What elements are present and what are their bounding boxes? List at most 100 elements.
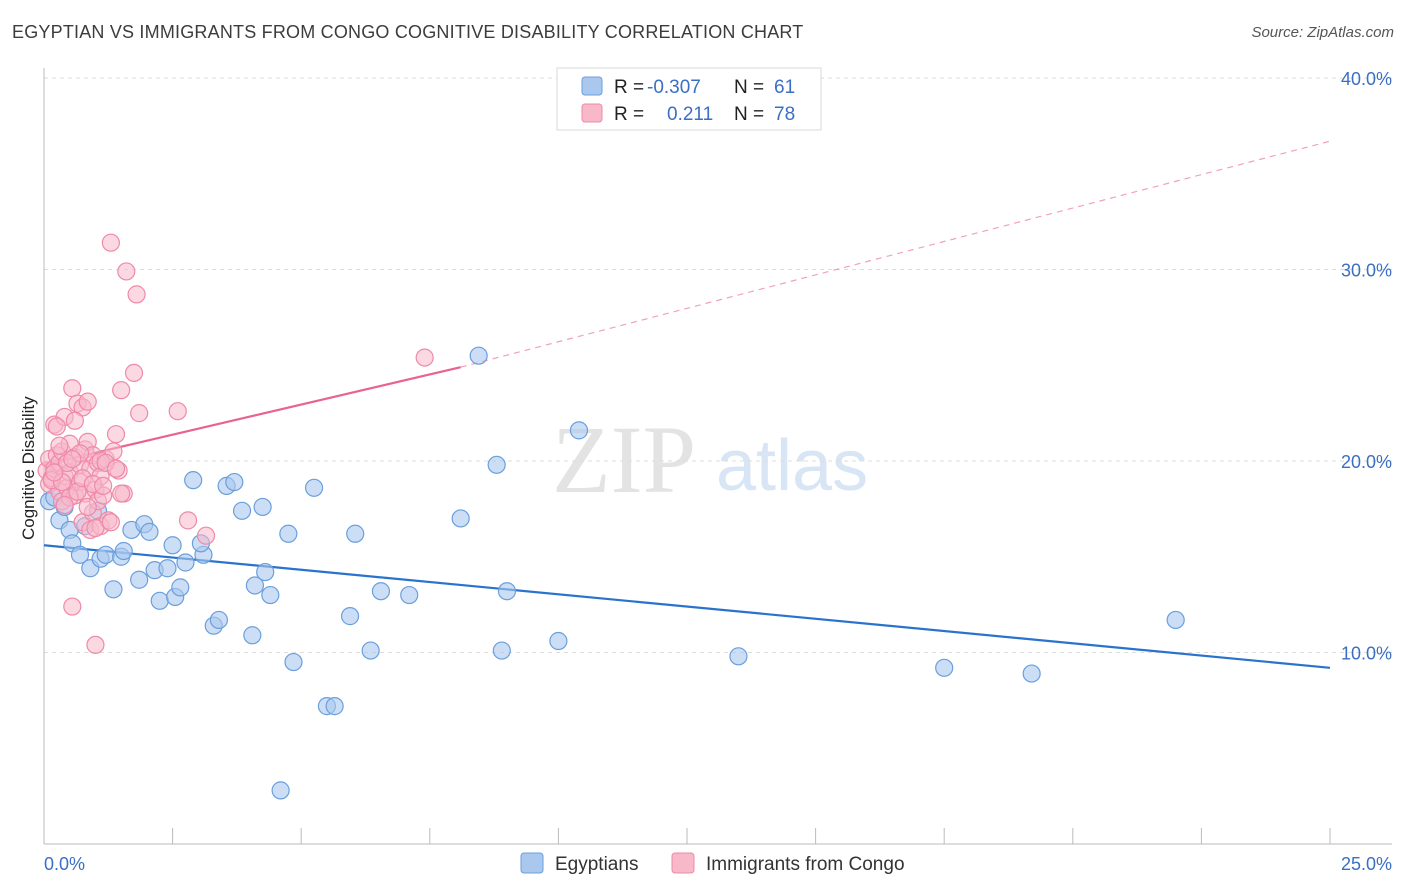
data-point-egyptian (279, 524, 298, 543)
legend-box: R = -0.307 N = 61 R = 0.211 N = 78 (556, 67, 822, 131)
legend-n-label: N = (734, 104, 764, 125)
data-point-egyptian (497, 582, 517, 601)
data-point-congo (55, 495, 74, 515)
data-point-egyptian (171, 578, 190, 597)
data-point-egyptian (261, 585, 280, 605)
bottom-legend-label-egyptians: Egyptians (555, 854, 638, 875)
data-point-egyptian (1166, 610, 1185, 630)
data-point-congo (112, 484, 131, 503)
data-point-egyptian (232, 501, 252, 520)
data-point-egyptian (140, 522, 159, 541)
data-point-congo (415, 348, 434, 367)
data-point-egyptian (346, 524, 365, 543)
data-point-egyptian (256, 562, 275, 582)
data-point-congo (78, 497, 97, 517)
x-tick-label: 0.0% (44, 854, 85, 874)
data-point-egyptian (304, 478, 324, 497)
legend-n-label: N = (734, 77, 764, 98)
data-point-congo (86, 635, 105, 654)
trend-line-congo-extension (460, 140, 1331, 368)
data-point-congo (63, 449, 82, 469)
data-point-congo (124, 363, 144, 383)
trend-lines (43, 140, 1331, 669)
bottom-legend-swatch-egyptians (520, 852, 544, 874)
data-point-congo (50, 436, 69, 455)
data-point-egyptian (469, 346, 488, 365)
data-point-congo (106, 425, 126, 444)
data-point-egyptian (245, 576, 265, 595)
data-point-congo (101, 233, 120, 252)
legend-n-value: 78 (774, 104, 795, 125)
data-point-congo (65, 411, 84, 430)
bottom-legend-swatch-congo (671, 852, 695, 874)
data-point-congo (63, 597, 82, 616)
data-point-egyptian (176, 553, 195, 572)
data-point-egyptian (96, 545, 115, 564)
data-point-egyptian (361, 641, 380, 660)
data-point-congo (106, 459, 126, 478)
tick-labels: 10.0% 20.0% 30.0% 40.0% 0.0% 25.0% (44, 69, 1392, 874)
bottom-legend: Egyptians Immigrants from Congo (520, 852, 905, 875)
data-point-egyptian (163, 536, 182, 555)
data-point-egyptian (284, 652, 303, 672)
data-point-egyptian (325, 697, 344, 716)
y-tick-label: 30.0% (1341, 261, 1392, 281)
data-point-congo (127, 285, 146, 304)
data-point-egyptian (935, 658, 954, 677)
data-point-egyptian (70, 545, 90, 564)
watermark-atlas: atlas (716, 426, 868, 506)
data-point-egyptian (451, 509, 470, 528)
legend-r-label: R = (614, 104, 644, 125)
watermark-zip: ZIP (552, 406, 696, 513)
data-point-egyptian (492, 641, 511, 660)
egyptians-points (40, 346, 1185, 800)
data-point-egyptian (225, 472, 244, 492)
data-point-egyptian (340, 607, 360, 626)
grid-lines (44, 77, 1392, 653)
data-point-egyptian (104, 580, 123, 599)
congo-points (37, 233, 434, 654)
data-point-egyptian (371, 582, 391, 601)
y-tick-label: 10.0% (1341, 644, 1392, 664)
legend-r-label: R = (614, 77, 644, 98)
data-point-egyptian (130, 570, 149, 589)
data-point-egyptian (569, 421, 589, 440)
y-tick-label: 40.0% (1341, 69, 1392, 89)
data-point-congo (78, 392, 97, 411)
data-point-congo (112, 381, 131, 400)
legend-swatch-congo (581, 103, 603, 123)
data-point-egyptian (729, 647, 748, 666)
legend-r-value: -0.307 (647, 77, 701, 98)
chart-title: EGYPTIAN VS IMMIGRANTS FROM CONGO COGNIT… (12, 22, 804, 42)
data-point-egyptian (243, 626, 262, 645)
data-point-egyptian (158, 559, 177, 578)
data-point-egyptian (549, 631, 568, 651)
source-label: Source: ZipAtlas.com (1251, 24, 1394, 41)
data-point-congo (94, 476, 113, 495)
legend-n-value: 61 (774, 77, 795, 98)
data-point-egyptian (487, 455, 506, 474)
data-point-egyptian (209, 610, 228, 630)
data-point-congo (168, 402, 187, 421)
data-point-congo (130, 404, 149, 423)
y-axis-title: Cognitive Disability (19, 396, 38, 540)
data-point-congo (101, 513, 120, 532)
data-point-congo (196, 526, 216, 545)
data-point-egyptian (150, 591, 169, 610)
data-point-egyptian (400, 585, 419, 605)
data-point-congo (47, 417, 66, 436)
x-tick-label: 25.0% (1341, 854, 1392, 874)
legend-r-value: 0.211 (667, 104, 713, 125)
data-point-congo (63, 379, 82, 398)
bottom-legend-label-congo: Immigrants from Congo (706, 854, 905, 875)
data-point-congo (86, 518, 105, 538)
data-point-egyptian (271, 781, 290, 800)
data-point-egyptian (1022, 664, 1041, 683)
legend-swatch-egyptians (581, 76, 603, 96)
y-tick-label: 20.0% (1341, 452, 1392, 472)
trend-line-egyptians (43, 544, 1331, 669)
data-point-egyptian (184, 471, 203, 490)
data-point-congo (45, 463, 64, 482)
data-point-egyptian (253, 497, 272, 517)
